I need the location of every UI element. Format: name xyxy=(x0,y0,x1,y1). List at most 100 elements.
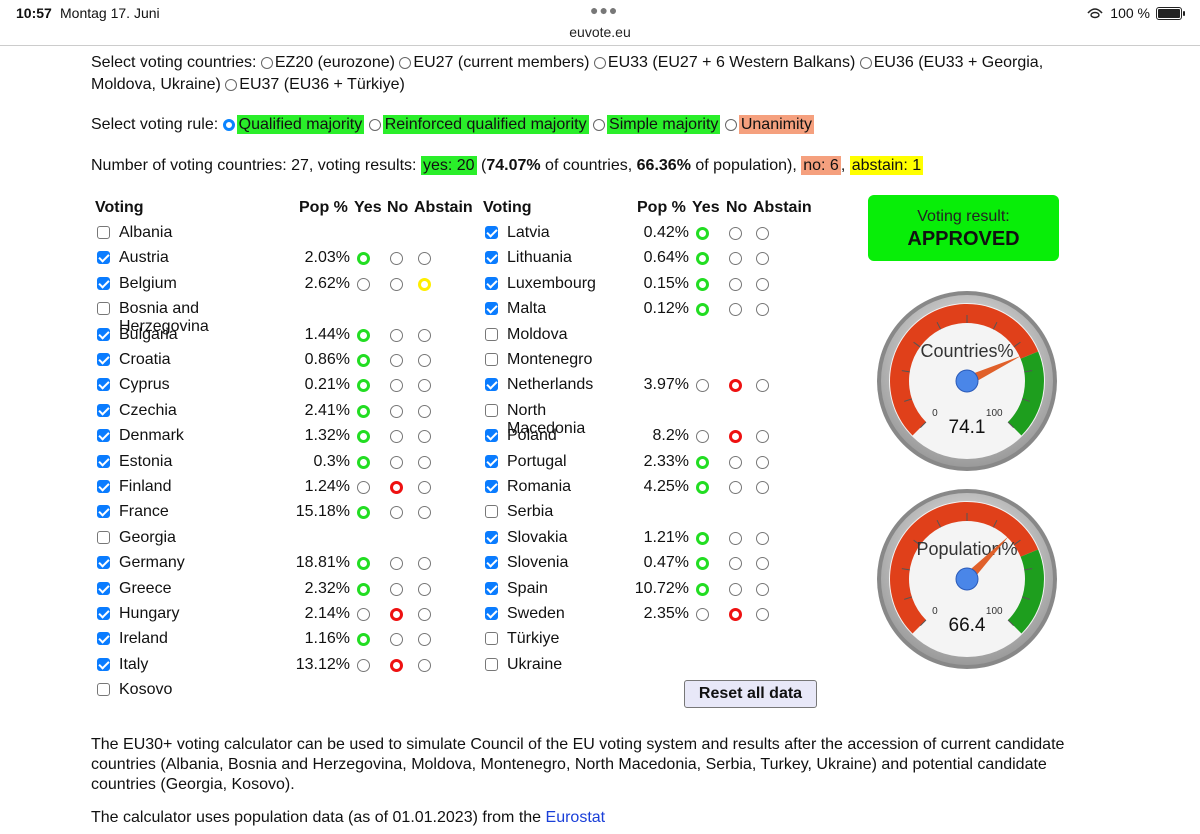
vote-no-radio[interactable] xyxy=(390,506,403,520)
country-checkbox[interactable] xyxy=(97,302,110,316)
country-checkbox[interactable] xyxy=(485,607,498,620)
vote-yes-radio[interactable] xyxy=(696,277,709,291)
radio-eu36-label[interactable]: EU36 (EU33 + Georgia, xyxy=(873,54,1044,71)
vote-no-radio[interactable] xyxy=(729,277,742,291)
vote-no-radio[interactable] xyxy=(729,531,742,545)
vote-yes-radio[interactable] xyxy=(357,430,370,444)
country-checkbox[interactable] xyxy=(485,454,498,468)
vote-yes-radio[interactable] xyxy=(357,481,370,494)
vote-abstain-radio[interactable] xyxy=(756,430,769,444)
country-checkbox[interactable] xyxy=(485,480,498,493)
vote-no-radio[interactable] xyxy=(390,252,403,266)
country-checkbox[interactable] xyxy=(97,378,110,392)
more-dots-icon[interactable]: ●●● xyxy=(590,2,619,18)
vote-abstain-radio[interactable] xyxy=(418,608,431,621)
vote-abstain-radio[interactable] xyxy=(756,303,769,317)
country-checkbox[interactable] xyxy=(485,276,498,290)
vote-no-radio[interactable] xyxy=(390,404,403,418)
vote-no-radio[interactable] xyxy=(729,481,742,494)
country-checkbox[interactable] xyxy=(97,251,110,265)
vote-abstain-radio[interactable] xyxy=(756,227,769,240)
vote-abstain-radio[interactable] xyxy=(418,658,431,672)
vote-yes-radio[interactable] xyxy=(357,252,370,266)
vote-yes-radio[interactable] xyxy=(357,277,370,291)
vote-abstain-radio[interactable] xyxy=(756,608,769,621)
vote-no-radio[interactable] xyxy=(390,608,403,621)
country-checkbox[interactable] xyxy=(485,353,498,366)
reinforced-qualified-majority-label[interactable]: Reinforced qualified majority xyxy=(382,115,589,134)
country-checkbox[interactable] xyxy=(97,353,110,366)
vote-abstain-radio[interactable] xyxy=(418,633,431,647)
radio-qualified-majority[interactable] xyxy=(222,119,235,131)
vote-no-radio[interactable] xyxy=(390,481,403,494)
country-checkbox[interactable] xyxy=(97,276,110,290)
vote-no-radio[interactable] xyxy=(390,582,403,596)
country-checkbox[interactable] xyxy=(485,226,498,239)
vote-yes-radio[interactable] xyxy=(696,379,709,393)
country-checkbox[interactable] xyxy=(485,378,498,392)
vote-abstain-radio[interactable] xyxy=(418,252,431,266)
vote-no-radio[interactable] xyxy=(390,430,403,444)
vote-no-radio[interactable] xyxy=(390,328,403,342)
country-checkbox[interactable] xyxy=(97,429,110,443)
vote-abstain-radio[interactable] xyxy=(756,379,769,393)
country-checkbox[interactable] xyxy=(485,429,498,443)
vote-abstain-radio[interactable] xyxy=(418,481,431,494)
vote-abstain-radio[interactable] xyxy=(418,430,431,444)
vote-no-radio[interactable] xyxy=(390,455,403,469)
country-checkbox[interactable] xyxy=(97,581,110,595)
country-checkbox[interactable] xyxy=(97,226,110,239)
qualified-majority-label[interactable]: Qualified majority xyxy=(236,115,365,134)
radio-ez20[interactable] xyxy=(260,57,273,69)
vote-abstain-radio[interactable] xyxy=(756,252,769,266)
vote-abstain-radio[interactable] xyxy=(418,328,431,342)
vote-abstain-radio[interactable] xyxy=(418,404,431,418)
radio-eu36-label-cont[interactable]: Moldova, Ukraine) xyxy=(91,76,221,93)
vote-no-radio[interactable] xyxy=(390,354,403,367)
vote-yes-radio[interactable] xyxy=(696,303,709,317)
vote-no-radio[interactable] xyxy=(390,658,403,672)
country-checkbox[interactable] xyxy=(485,657,498,671)
country-checkbox[interactable] xyxy=(485,403,498,417)
vote-abstain-radio[interactable] xyxy=(756,481,769,494)
vote-abstain-radio[interactable] xyxy=(418,354,431,367)
vote-yes-radio[interactable] xyxy=(357,633,370,647)
unanimity-label[interactable]: Unanimity xyxy=(738,115,814,134)
vote-no-radio[interactable] xyxy=(729,557,742,571)
vote-yes-radio[interactable] xyxy=(696,557,709,571)
vote-yes-radio[interactable] xyxy=(357,557,370,571)
country-checkbox[interactable] xyxy=(97,556,110,570)
vote-yes-radio[interactable] xyxy=(357,506,370,520)
radio-eu37[interactable] xyxy=(225,79,238,91)
vote-no-radio[interactable] xyxy=(390,379,403,393)
vote-yes-radio[interactable] xyxy=(696,455,709,469)
vote-abstain-radio[interactable] xyxy=(756,582,769,596)
vote-no-radio[interactable] xyxy=(729,455,742,469)
reset-all-button[interactable]: Reset all data xyxy=(684,680,817,708)
vote-no-radio[interactable] xyxy=(729,227,742,240)
country-checkbox[interactable] xyxy=(97,327,110,341)
vote-yes-radio[interactable] xyxy=(357,658,370,672)
radio-eu33[interactable] xyxy=(593,57,606,69)
country-checkbox[interactable] xyxy=(485,632,498,646)
country-checkbox[interactable] xyxy=(485,505,498,519)
radio-eu37-label[interactable]: EU37 (EU36 + Türkiye) xyxy=(239,76,405,93)
vote-no-radio[interactable] xyxy=(729,252,742,266)
eurostat-link[interactable]: Eurostat xyxy=(545,809,606,826)
vote-yes-radio[interactable] xyxy=(696,531,709,545)
vote-yes-radio[interactable] xyxy=(696,430,709,444)
vote-abstain-radio[interactable] xyxy=(756,455,769,469)
vote-yes-radio[interactable] xyxy=(696,227,709,240)
vote-yes-radio[interactable] xyxy=(696,608,709,621)
country-checkbox[interactable] xyxy=(97,480,110,493)
vote-no-radio[interactable] xyxy=(729,303,742,317)
vote-no-radio[interactable] xyxy=(729,430,742,444)
country-checkbox[interactable] xyxy=(485,251,498,265)
vote-no-radio[interactable] xyxy=(729,379,742,393)
vote-abstain-radio[interactable] xyxy=(418,455,431,469)
country-checkbox[interactable] xyxy=(97,683,110,697)
country-checkbox[interactable] xyxy=(97,454,110,468)
radio-unanimity[interactable] xyxy=(724,119,737,131)
vote-yes-radio[interactable] xyxy=(357,455,370,469)
country-checkbox[interactable] xyxy=(97,530,110,544)
